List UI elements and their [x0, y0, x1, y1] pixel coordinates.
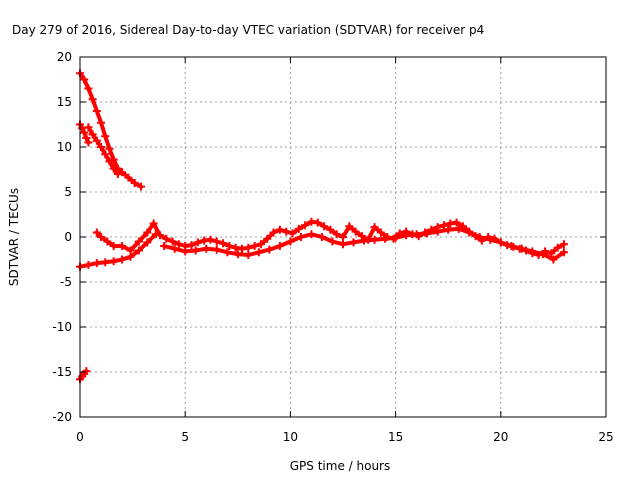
y-axis-label: SDTVAR / TECUs [7, 188, 21, 286]
series-arc-high-decay [76, 69, 146, 191]
y-tick-label: 10 [57, 140, 72, 154]
data-trace-segment [132, 181, 144, 189]
ticks-layer: 0 5 10 15 20 25 -20 -15 -10 -5 0 5 10 15 20 [52, 50, 613, 444]
data-trace-segment [99, 120, 108, 139]
series-arc-main [92, 217, 568, 259]
data-trace-segment [94, 109, 104, 125]
y-tick-label: -5 [60, 275, 72, 289]
x-axis-label: GPS time / hours [290, 459, 391, 473]
data-trace-segment [551, 250, 566, 262]
data-trace-segment [128, 239, 141, 253]
y-tick-label: 0 [64, 230, 72, 244]
x-tick-label: 10 [283, 430, 298, 444]
data-trace-segment [151, 221, 162, 238]
data-trace-segment [366, 225, 377, 242]
x-tick-label: 5 [181, 430, 189, 444]
data-trace-segment [136, 230, 150, 244]
series-arc-low-outlier [76, 367, 91, 384]
y-tick-label: -20 [52, 410, 72, 424]
series-arc-main-lower [160, 224, 568, 264]
x-tick-label: 20 [493, 430, 508, 444]
y-tick-label: 5 [64, 185, 72, 199]
chart-title: Day 279 of 2016, Sidereal Day-to-day VTE… [12, 23, 484, 37]
data-trace-segment [111, 166, 120, 176]
y-tick-label: -10 [52, 320, 72, 334]
series-arc-negative-start [76, 230, 160, 271]
y-tick-label: 20 [57, 50, 72, 64]
points-layer [76, 69, 568, 384]
data-trace-segment [84, 136, 91, 145]
data-trace-segment [90, 97, 99, 113]
x-tick-label: 15 [388, 430, 403, 444]
data-trace-segment [341, 224, 352, 239]
data-trace-segment [103, 134, 112, 151]
data-trace-segment [145, 232, 158, 245]
x-tick-label: 0 [76, 430, 84, 444]
y-tick-label: 15 [57, 95, 72, 109]
series-arc-mid-decay [84, 123, 122, 178]
y-tick-label: -15 [52, 365, 72, 379]
data-trace-segment [555, 242, 566, 250]
x-tick-label: 25 [598, 430, 613, 444]
